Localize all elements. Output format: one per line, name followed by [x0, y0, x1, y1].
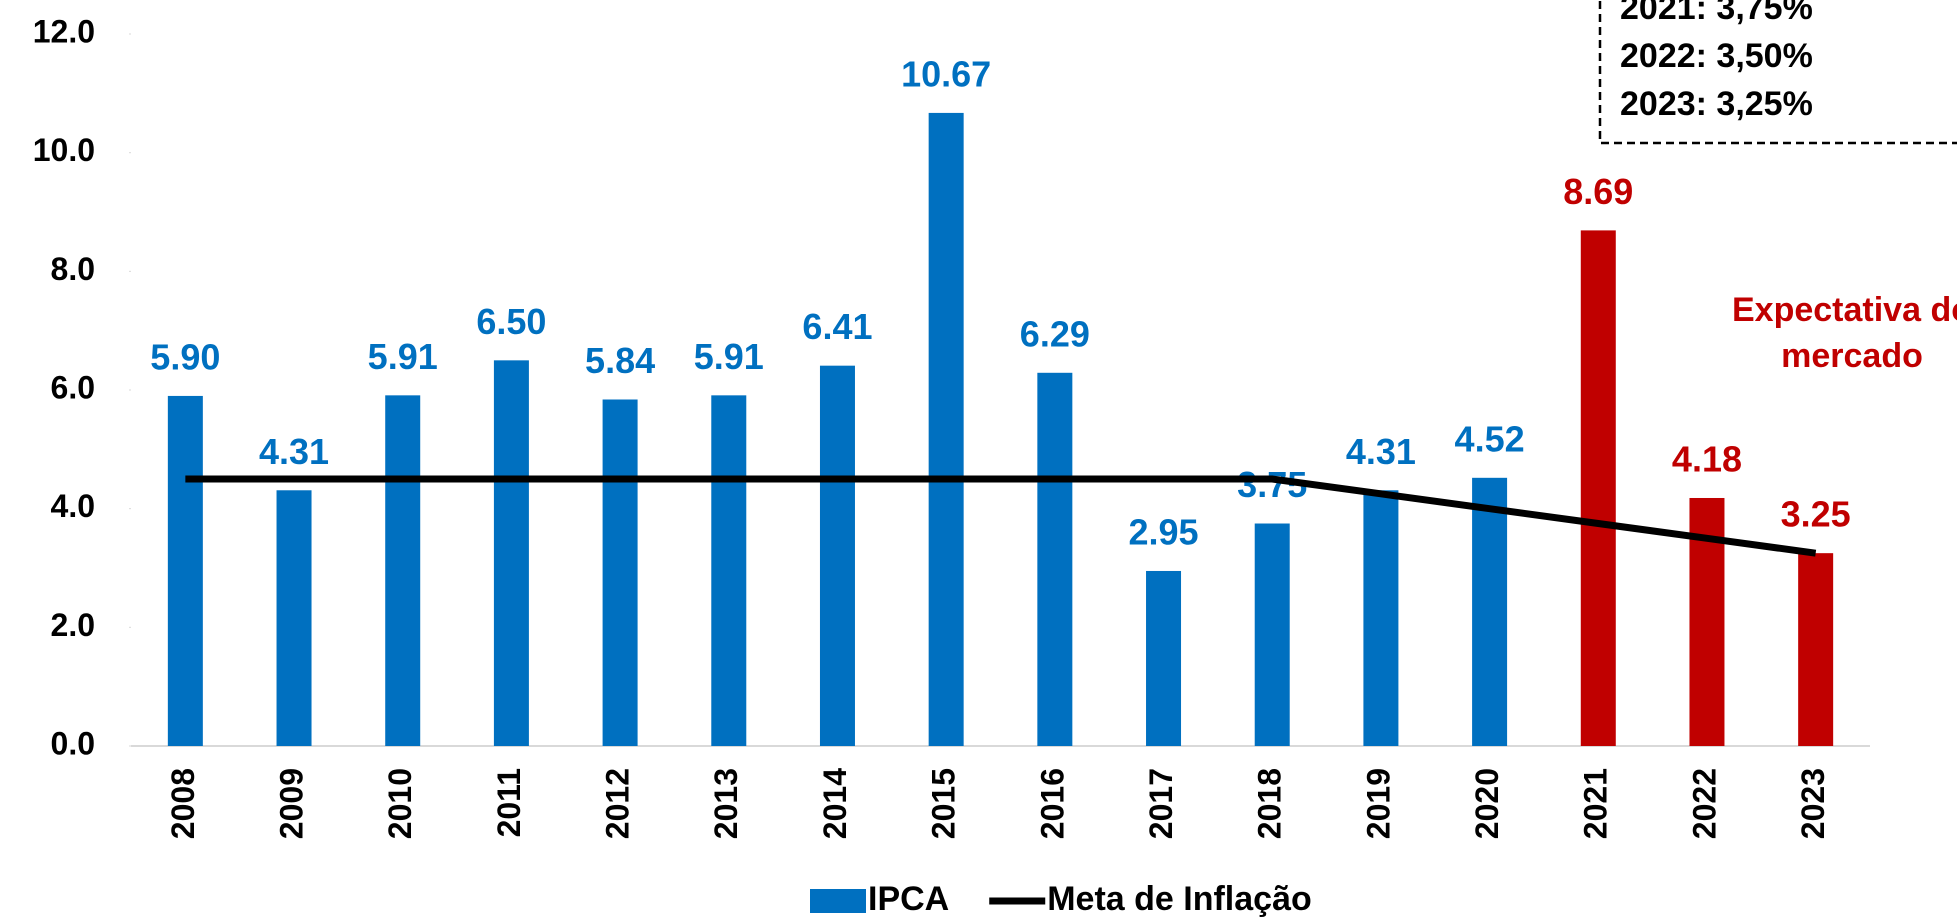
line [185, 475, 1817, 557]
value-label: 8.69 [1563, 171, 1633, 212]
y-tick-label: 6.0 [51, 369, 95, 405]
value-label: 4.18 [1672, 439, 1742, 480]
y-tick-label: 2.0 [51, 607, 95, 643]
value-label: 4.31 [259, 431, 329, 472]
value-label: 4.31 [1346, 431, 1416, 472]
bar [1037, 372, 1073, 746]
x-tick-label: 2010 [382, 768, 418, 839]
target-box [1598, 0, 1957, 145]
value-label: 5.91 [368, 336, 438, 377]
bar [1363, 490, 1399, 746]
bar [711, 395, 747, 746]
x-tick-label: 2009 [273, 768, 309, 839]
x-tick-label: 2018 [1252, 768, 1288, 839]
value-label: 6.50 [476, 301, 546, 342]
value-label: 4.52 [1455, 418, 1525, 459]
box-line: 2023: 3,25% [1620, 85, 1813, 123]
x-tick-label: 2022 [1686, 768, 1722, 839]
x-tick-label: 2012 [600, 768, 636, 839]
value-label: 2.95 [1128, 511, 1198, 552]
bar [602, 399, 638, 746]
x-tick-label: 2015 [926, 768, 962, 839]
value-label: 6.41 [802, 306, 872, 347]
x-tick-label: 2023 [1795, 768, 1831, 839]
y-tick-label: 10.0 [33, 132, 95, 168]
x-tick-label: 2014 [817, 768, 853, 839]
x-tick-label: 2020 [1469, 768, 1505, 839]
y-tick-label: 4.0 [51, 488, 95, 524]
bar [1580, 230, 1616, 747]
annotation: Expectativa do [1732, 291, 1957, 329]
y-tick-label: 12.0 [33, 13, 95, 49]
value-label: 3.25 [1781, 494, 1851, 535]
x-tick-label: 2011 [491, 768, 527, 837]
box-line: 2022: 3,50% [1620, 37, 1813, 75]
x-tick-label: 2016 [1034, 768, 1070, 839]
legend-label: Meta de Inflação [1047, 880, 1312, 918]
bar [1798, 553, 1834, 746]
x-tick-label: 2017 [1143, 768, 1179, 839]
y-tick-label: 8.0 [51, 251, 95, 287]
bar [1472, 477, 1508, 746]
box-line: 2021: 3,75% [1620, 0, 1813, 27]
bar [819, 365, 855, 746]
x-tick-label: 2013 [708, 768, 744, 839]
value-label: 6.29 [1020, 313, 1090, 354]
y-tick-label: 0.0 [51, 725, 95, 761]
annotation: mercado [1781, 337, 1923, 375]
legend-label: IPCA [868, 880, 949, 918]
bar [385, 395, 421, 746]
legend-swatch [810, 889, 866, 913]
bar [1146, 570, 1182, 746]
value-label: 10.67 [901, 53, 991, 94]
value-label: 5.90 [150, 336, 220, 377]
x-tick-label: 2019 [1360, 768, 1396, 839]
bar [493, 360, 529, 746]
bar [167, 395, 203, 746]
bar [928, 112, 964, 746]
bar [276, 490, 312, 746]
x-tick-label: 2008 [165, 768, 201, 839]
value-label: 5.91 [694, 336, 764, 377]
bar [1254, 523, 1290, 746]
value-label: 5.84 [585, 340, 655, 381]
x-tick-label: 2021 [1578, 768, 1614, 839]
